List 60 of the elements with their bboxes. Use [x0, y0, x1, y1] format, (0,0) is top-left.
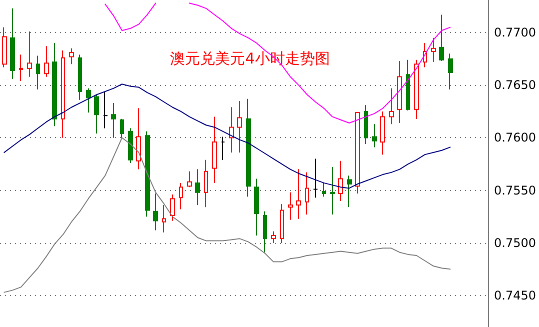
candlestick: [271, 230, 276, 244]
candlestick: [439, 14, 444, 62]
candlestick: [296, 168, 301, 220]
candlestick: [380, 110, 385, 156]
candlestick: [389, 88, 394, 125]
y-tick-label: 0.7500: [494, 236, 536, 250]
candlestick: [120, 118, 124, 138]
candlestick: [221, 136, 225, 160]
candlestick: [448, 53, 453, 90]
candlestick: [10, 8, 15, 80]
candlestick: [246, 98, 251, 198]
candlestick: [94, 94, 99, 134]
candlestick: [27, 31, 32, 78]
candlestick: [280, 203, 284, 244]
candlestick: [397, 60, 402, 124]
candlestick: [288, 192, 293, 220]
candlestick: [86, 88, 91, 114]
y-tick-label: 0.7450: [494, 288, 536, 302]
y-tick-label: 0.7650: [494, 78, 536, 92]
candlestick: [431, 37, 436, 63]
candlestick: [355, 112, 360, 194]
candlestick: [52, 42, 57, 127]
candlestick: [103, 90, 108, 129]
candlestick: [128, 128, 133, 164]
candlestick: [179, 182, 183, 210]
candlestick: [19, 54, 23, 82]
candlestick: [195, 168, 200, 206]
candlestick: [263, 210, 267, 253]
candlestick: [305, 172, 309, 215]
candlestick: [36, 55, 40, 90]
candlestick: [338, 160, 343, 202]
candlestick: [61, 50, 65, 138]
candlestick: [229, 106, 234, 153]
y-tick-label: 0.7700: [494, 26, 536, 40]
y-tick-label: 0.7600: [494, 130, 536, 145]
candlestick: [406, 59, 410, 111]
candlestick: [414, 59, 419, 120]
candlestick: [162, 204, 166, 233]
y-tick-label: 0.7550: [494, 183, 536, 198]
candlestick: [372, 124, 377, 148]
candlestick: [2, 26, 7, 68]
candlestick: [313, 158, 318, 198]
candlestick: [145, 130, 150, 218]
candlestick: [364, 104, 368, 145]
candlestick: [153, 192, 158, 231]
candlestick: [170, 194, 175, 222]
candlestick: [136, 108, 141, 170]
candlestick: [347, 175, 352, 208]
candlestick: [78, 54, 82, 100]
candlestick: [69, 48, 74, 65]
candlestick: [254, 178, 259, 236]
candlestick: [237, 100, 242, 153]
candlestick: [44, 46, 49, 78]
candlestick: [330, 166, 335, 215]
candlestick: [204, 159, 208, 208]
line-series: [4, 84, 451, 189]
candlestick: [111, 102, 116, 138]
candlestick: [187, 170, 192, 188]
candlestick: [322, 182, 326, 198]
candlestick: [212, 116, 217, 184]
